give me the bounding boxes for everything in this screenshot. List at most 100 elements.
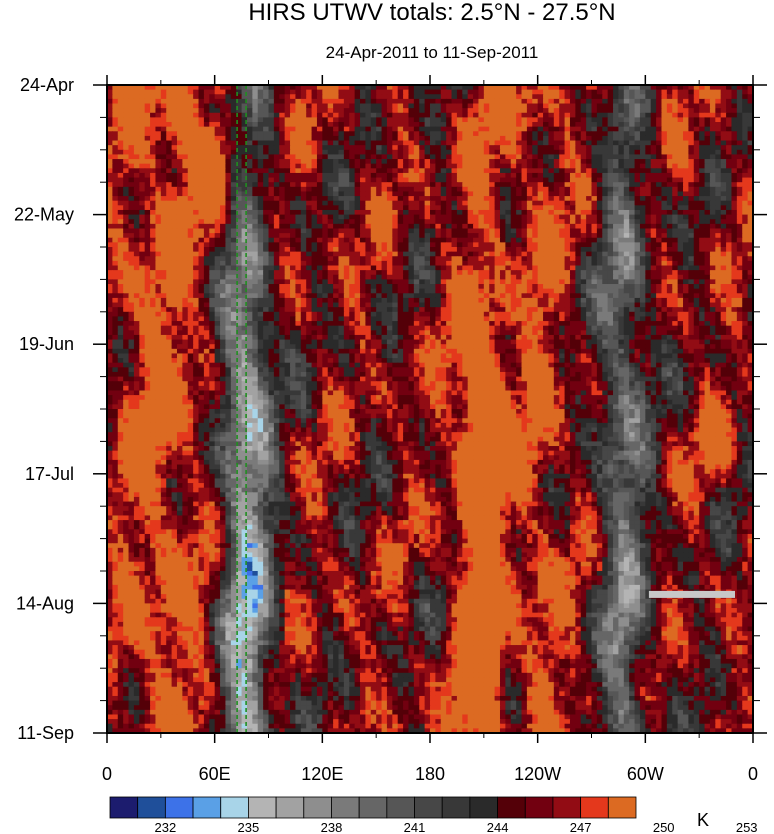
heatmap-cell (569, 177, 576, 183)
heatmap-cell (677, 200, 684, 206)
heatmap-cell (128, 103, 135, 109)
heatmap-cell (613, 265, 620, 271)
heatmap-cell (263, 145, 270, 151)
heatmap-cell (225, 260, 232, 267)
heatmap-cell (155, 149, 162, 156)
heatmap-cell (209, 112, 216, 118)
heatmap-cell (300, 135, 307, 142)
heatmap-cell (683, 172, 689, 179)
heatmap-cell (123, 265, 130, 271)
heatmap-cell (403, 112, 410, 118)
heatmap-cell (284, 251, 291, 257)
heatmap-cell (564, 145, 571, 151)
heatmap-cell (440, 256, 447, 262)
heatmap-cell (316, 228, 323, 234)
heatmap-cell (176, 214, 183, 220)
heatmap-cell (397, 163, 404, 169)
heatmap-cell (203, 251, 210, 257)
heatmap-cell (683, 219, 689, 225)
heatmap-cell (586, 172, 593, 179)
heatmap-cell (494, 177, 501, 183)
heatmap-cell (645, 122, 652, 128)
heatmap-cell (575, 251, 582, 257)
heatmap-cell (440, 223, 447, 230)
heatmap-cell (553, 205, 560, 211)
heatmap-cell (257, 228, 264, 234)
heatmap-cell (133, 274, 140, 280)
heatmap-cell (112, 191, 119, 197)
heatmap-cell (295, 251, 302, 257)
heatmap-cell (505, 145, 512, 151)
heatmap-cell (246, 260, 253, 267)
heatmap-cell (182, 200, 189, 206)
heatmap-cell (408, 205, 415, 211)
heatmap-cell (494, 131, 501, 137)
heatmap-cell (537, 223, 544, 230)
heatmap-cell (246, 214, 253, 220)
heatmap-cell (360, 186, 366, 193)
heatmap-cell (704, 145, 711, 151)
heatmap-cell (123, 85, 130, 91)
heatmap-cell (489, 223, 496, 230)
heatmap-cell (370, 103, 377, 109)
heatmap-cell (236, 126, 243, 132)
heatmap-cell (613, 219, 620, 225)
heatmap-cell (736, 256, 743, 262)
heatmap-cell (316, 237, 323, 243)
heatmap-cell (182, 108, 189, 114)
heatmap-cell (386, 265, 393, 271)
heatmap-cell (456, 196, 463, 202)
heatmap-cell (704, 256, 711, 262)
heatmap-cell (623, 214, 630, 220)
heatmap-cell (430, 214, 436, 220)
heatmap-cell (182, 149, 189, 156)
heatmap-cell (629, 214, 636, 220)
heatmap-cell (543, 219, 550, 225)
heatmap-cell (494, 85, 501, 91)
heatmap-cell (370, 191, 377, 197)
heatmap-cell (155, 103, 162, 109)
heatmap-cell (354, 260, 361, 267)
heatmap-cell (360, 209, 366, 216)
heatmap-cell (273, 228, 280, 234)
heatmap-cell (392, 168, 399, 174)
heatmap-cell (569, 98, 576, 105)
heatmap-cell (575, 168, 582, 174)
heatmap-cell (198, 186, 205, 193)
heatmap-cell (650, 260, 657, 267)
heatmap-cell (656, 205, 663, 211)
heatmap-cell (537, 85, 544, 91)
heatmap-cell (198, 131, 205, 137)
heatmap-cell (349, 228, 356, 234)
heatmap-cell (252, 223, 259, 230)
heatmap-cell (252, 247, 259, 253)
heatmap-cell (160, 256, 167, 262)
heatmap-cell (726, 168, 733, 174)
heatmap-cell (483, 256, 490, 262)
heatmap-cell (526, 135, 533, 142)
heatmap-cell (639, 182, 646, 188)
heatmap-cell (263, 182, 270, 188)
heatmap-cell (316, 251, 323, 257)
heatmap-cell (166, 135, 173, 142)
heatmap-cell (316, 186, 323, 193)
heatmap-cell (203, 117, 210, 123)
heatmap-cell (726, 182, 733, 188)
heatmap-cell (715, 135, 722, 142)
heatmap-cell (462, 182, 469, 188)
heatmap-cell (656, 223, 663, 230)
heatmap-cell (155, 270, 162, 276)
heatmap-cell (672, 270, 679, 276)
heatmap-cell (623, 247, 630, 253)
heatmap-cell (333, 200, 340, 206)
heatmap-cell (553, 265, 560, 271)
heatmap-cell (295, 274, 302, 280)
heatmap-cell (586, 126, 593, 132)
heatmap-cell (128, 191, 135, 197)
heatmap-cell (424, 233, 431, 239)
heatmap-cell (376, 247, 383, 253)
heatmap-cell (408, 186, 415, 193)
heatmap-cell (220, 265, 227, 271)
heatmap-cell (408, 94, 415, 100)
heatmap-cell (634, 177, 641, 183)
